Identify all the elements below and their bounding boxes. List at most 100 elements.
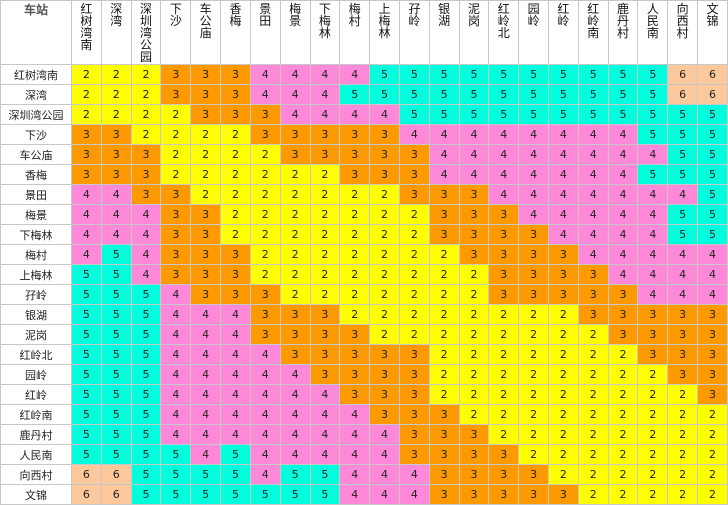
fare-cell: 5 <box>100 424 132 445</box>
column-header-label: 深圳湾公园 <box>140 2 153 64</box>
fare-cell: 2 <box>548 464 579 485</box>
fare-cell: 2 <box>100 64 132 85</box>
column-header-label: 梅景 <box>289 2 302 28</box>
fare-cell: 3 <box>577 304 609 325</box>
table-row: 银湖 5 5 5 4 4 4 3 3 3 2 2 2 2 2 2 2 2 3 3 3 3 3 <box>0 304 728 325</box>
fare-cell: 5 <box>518 104 549 125</box>
column-header: 梅村 <box>339 0 371 65</box>
fare-cell: 4 <box>190 304 222 325</box>
fare-cell: 6 <box>100 484 132 505</box>
fare-cell: 2 <box>518 324 549 345</box>
fare-cell: 3 <box>458 484 490 505</box>
fare-cell: 2 <box>607 424 639 445</box>
column-header: 泥岗 <box>458 0 490 65</box>
fare-cell: 4 <box>339 104 371 125</box>
fare-cell: 3 <box>309 144 341 165</box>
fare-cell: 3 <box>607 284 639 305</box>
column-header-label: 人民南 <box>646 2 659 40</box>
column-header-label: 深湾 <box>110 2 123 28</box>
fare-cell: 6 <box>100 464 132 485</box>
fare-cell: 2 <box>488 364 520 385</box>
fare-cell: 3 <box>637 324 669 345</box>
fare-cell: 4 <box>249 344 281 365</box>
column-header-label: 红树湾南 <box>80 2 93 52</box>
fare-cell: 5 <box>607 64 639 85</box>
fare-cell: 4 <box>309 444 341 465</box>
fare-cell: 4 <box>577 164 609 185</box>
fare-cell: 4 <box>607 144 639 165</box>
column-header: 孖岭 <box>398 0 430 65</box>
fare-cell: 3 <box>488 484 520 505</box>
fare-cell: 5 <box>71 304 102 325</box>
fare-cell: 3 <box>249 284 281 305</box>
fare-cell: 5 <box>488 64 520 85</box>
fare-cell: 2 <box>667 404 699 425</box>
column-header: 下沙 <box>160 0 192 65</box>
column-header-label: 红岭 <box>557 2 570 28</box>
column-header: 车公庙 <box>190 0 222 65</box>
fare-cell: 2 <box>190 184 222 205</box>
fare-cell: 5 <box>428 64 460 85</box>
fare-cell: 4 <box>160 344 192 365</box>
fare-cell: 3 <box>488 444 520 465</box>
fare-cell: 3 <box>667 324 699 345</box>
fare-cell: 3 <box>249 124 281 145</box>
fare-cell: 4 <box>697 244 728 265</box>
fare-cell: 2 <box>398 204 430 225</box>
fare-cell: 2 <box>458 264 490 285</box>
fare-cell: 2 <box>160 104 192 125</box>
fare-cell: 5 <box>130 484 162 505</box>
fare-cell: 4 <box>577 124 609 145</box>
fare-cell: 3 <box>488 264 520 285</box>
fare-cell: 2 <box>488 344 520 365</box>
fare-cell: 3 <box>249 304 281 325</box>
column-header: 下梅林 <box>309 0 341 65</box>
fare-cell: 3 <box>339 364 371 385</box>
column-header-label: 孖岭 <box>408 2 421 28</box>
fare-cell: 4 <box>279 444 311 465</box>
row-header-station: 下沙 <box>0 124 72 145</box>
fare-cell: 3 <box>71 144 102 165</box>
fare-cell: 5 <box>100 324 132 345</box>
fare-cell: 3 <box>398 384 430 405</box>
table-row: 上梅林 5 5 4 3 3 3 2 2 2 2 2 2 2 2 3 3 3 3 4 4 4 4 <box>0 264 728 285</box>
fare-cell: 3 <box>279 344 311 365</box>
row-header-station: 下梅林 <box>0 224 72 245</box>
fare-cell: 5 <box>160 444 192 465</box>
fare-cell: 5 <box>71 284 102 305</box>
fare-cell: 4 <box>697 264 728 285</box>
fare-cell: 2 <box>667 384 699 405</box>
fare-cell: 5 <box>667 104 699 125</box>
fare-cell: 5 <box>220 444 251 465</box>
fare-cell: 2 <box>339 304 371 325</box>
fare-cell: 4 <box>607 244 639 265</box>
column-header: 红树湾南 <box>71 0 102 65</box>
fare-cell: 2 <box>220 204 251 225</box>
fare-cell: 4 <box>369 104 400 125</box>
fare-cell: 2 <box>398 264 430 285</box>
fare-cell: 3 <box>190 244 222 265</box>
fare-cell: 2 <box>369 224 400 245</box>
fare-cell: 5 <box>130 364 162 385</box>
fare-cell: 5 <box>100 284 132 305</box>
fare-cell: 2 <box>339 224 371 245</box>
fare-cell: 4 <box>577 224 609 245</box>
fare-cell: 5 <box>309 464 341 485</box>
fare-cell: 2 <box>220 164 251 185</box>
fare-cell: 2 <box>577 424 609 445</box>
fare-cell: 2 <box>249 184 281 205</box>
fare-cell: 2 <box>518 384 549 405</box>
fare-cell: 2 <box>190 124 222 145</box>
fare-cell: 2 <box>160 124 192 145</box>
fare-cell: 2 <box>249 144 281 165</box>
fare-cell: 4 <box>190 364 222 385</box>
fare-cell: 4 <box>458 124 490 145</box>
fare-cell: 4 <box>190 324 222 345</box>
fare-cell: 6 <box>71 484 102 505</box>
fare-cell: 2 <box>697 424 728 445</box>
column-header-label: 红岭南 <box>587 2 600 40</box>
fare-cell: 2 <box>548 384 579 405</box>
row-header-station: 上梅林 <box>0 264 72 285</box>
fare-cell: 4 <box>458 144 490 165</box>
fare-cell: 4 <box>667 284 699 305</box>
